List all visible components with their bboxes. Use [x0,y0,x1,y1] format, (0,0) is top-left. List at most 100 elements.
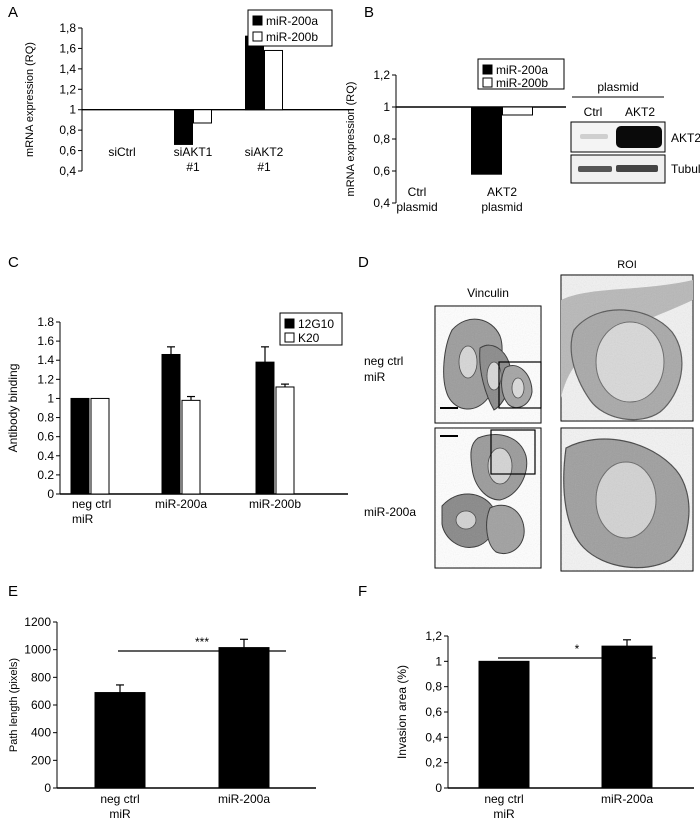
stain-label: Vinculin [467,286,509,300]
category-label-a-2: siAKT2 [245,145,284,159]
chart-panel-e: 0 200 400 600 800 1000 1200 Path length (pixels… [8,615,316,821]
legend-label-a-0: miR-200a [266,14,318,28]
y-tick-label-f: 1,2 [425,629,442,643]
category-label-b-0: plasmid [396,200,437,214]
y-tick-label-f: 0,8 [425,680,442,694]
y-tick-label-c: 1.6 [37,334,54,348]
bar-c-k20-0 [90,397,110,495]
y-tick-label-a: 1,8 [59,21,76,35]
y-tick-label-f: 1 [435,654,442,668]
y-tick-label-a: 0,8 [59,123,76,137]
bar-f-series-1 [601,645,653,789]
bar-a-mir-200b-1 [193,109,212,124]
micrograph-panel: Vinculin ROI neg ctrl miR miR-200a [364,259,694,572]
category-label-f-0: neg ctrl [484,792,523,806]
category-label-c-2: miR-200b [249,497,301,511]
y-tick-label-f: 0 [435,781,442,795]
panel-label-f: F [358,583,367,600]
category-label-c-0: miR [72,512,94,526]
y-tick-label-a: 1,4 [59,62,76,76]
bar-a-mir-200a-1 [174,109,193,145]
y-tick-label-c: 0.8 [37,411,54,425]
category-label-e-0: miR [109,807,131,821]
category-label-b-1: AKT2 [487,185,517,199]
roi-zoom-neg-ctrl [560,274,694,422]
significance-marker-f: * [575,642,580,656]
roi-box-neg-ctrl [498,361,542,409]
y-tick-label-e: 200 [31,753,51,767]
blot-tubulin-band-akt2 [616,165,658,172]
bar-a-mir-200b-2 [264,49,283,111]
panel-label-a: A [8,4,18,21]
category-label-b-1: plasmid [481,200,522,214]
y-tick-label-c: 1.8 [37,315,54,329]
panel-label-e: E [8,583,18,600]
y-axis-label-f: Invasion area (%) [395,665,409,759]
bar-c-12g10-0 [70,397,90,495]
category-label-a-2: #1 [257,160,271,174]
chart-panel-f: 0 0,2 0,4 0,6 0,8 1 1,2 Invasion area (%) neg ct… [395,629,694,821]
bar-b-mir-200a-1 [471,106,502,175]
western-blot: plasmid Ctrl AKT2 AKT2 Tubulin [570,80,700,184]
panel-label-d: D [358,254,369,271]
y-tick-label-a: 0,6 [59,144,76,158]
y-tick-label-a: 1 [69,103,76,117]
y-tick-label-c: 0.4 [37,449,54,463]
y-tick-label-f: 0,4 [425,730,442,744]
category-label-a-1: #1 [186,160,200,174]
legend-label-c-1: K20 [298,331,320,345]
category-label-c-1: miR-200a [155,497,207,511]
y-tick-label-e: 800 [31,670,51,684]
legend-swatch-b-0 [482,64,493,75]
y-tick-label-c: 0 [47,487,54,501]
category-label-c-0: neg ctrl [72,497,111,511]
blot-lane-ctrl: Ctrl [584,105,603,119]
y-tick-label-c: 1.2 [37,372,54,386]
legend-label-b-1: miR-200b [496,76,548,90]
roi-label: ROI [617,259,637,271]
bar-f-series-0 [478,660,530,789]
blot-tubulin-band-ctrl [578,166,612,172]
bar-c-12g10-2 [255,361,275,495]
legend-label-b-0: miR-200a [496,63,548,77]
y-tick-label-f: 0,2 [425,756,442,770]
y-tick-label-b: 1 [383,100,390,114]
blot-akt2-band-ctrl [580,134,608,139]
micrograph-mir200a [434,427,542,569]
category-label-b-0: Ctrl [408,185,427,199]
micrograph-neg-ctrl [434,305,542,424]
y-tick-label-b: 0,6 [373,164,390,178]
y-tick-label-e: 1200 [24,615,51,629]
y-tick-label-e: 400 [31,726,51,740]
row-label-mir200a: miR-200a [364,505,416,519]
panel-label-c: C [8,254,19,271]
bar-c-k20-1 [181,399,201,495]
category-label-e-0: neg ctrl [100,792,139,806]
legend-swatch-c-0 [284,318,295,329]
blot-label-tubulin: Tubulin [671,162,700,176]
y-axis-label-b: mRNA expression (RQ) [345,82,357,197]
y-tick-label-c: 0.6 [37,430,54,444]
y-axis-label-a: mRNA expression (RQ) [24,42,36,157]
bar-e-series-0 [94,692,146,789]
y-axis-label-e: Path length (pixels) [8,658,20,752]
category-label-f-0: miR [493,807,515,821]
y-tick-label-b: 0,8 [373,132,390,146]
blot-lane-akt2: AKT2 [625,105,655,119]
roi-zoom-mir200a [560,427,694,572]
category-label-a-0: siCtrl [108,145,135,159]
y-tick-label-e: 600 [31,698,51,712]
y-tick-label-c: 0.2 [37,468,54,482]
bar-e-series-1 [218,647,270,789]
legend-swatch-c-1 [284,332,295,343]
bar-b-mir-200b-1 [502,106,533,116]
blot-label-akt2: AKT2 [671,131,700,145]
bar-a-mir-200a-2 [245,35,264,111]
y-axis-label-c: Antibody binding [6,364,20,453]
bar-c-12g10-1 [161,353,181,495]
panel-label-b: B [364,4,374,21]
legend-swatch-a-1 [252,31,263,42]
y-tick-label-b: 1,2 [373,68,390,82]
